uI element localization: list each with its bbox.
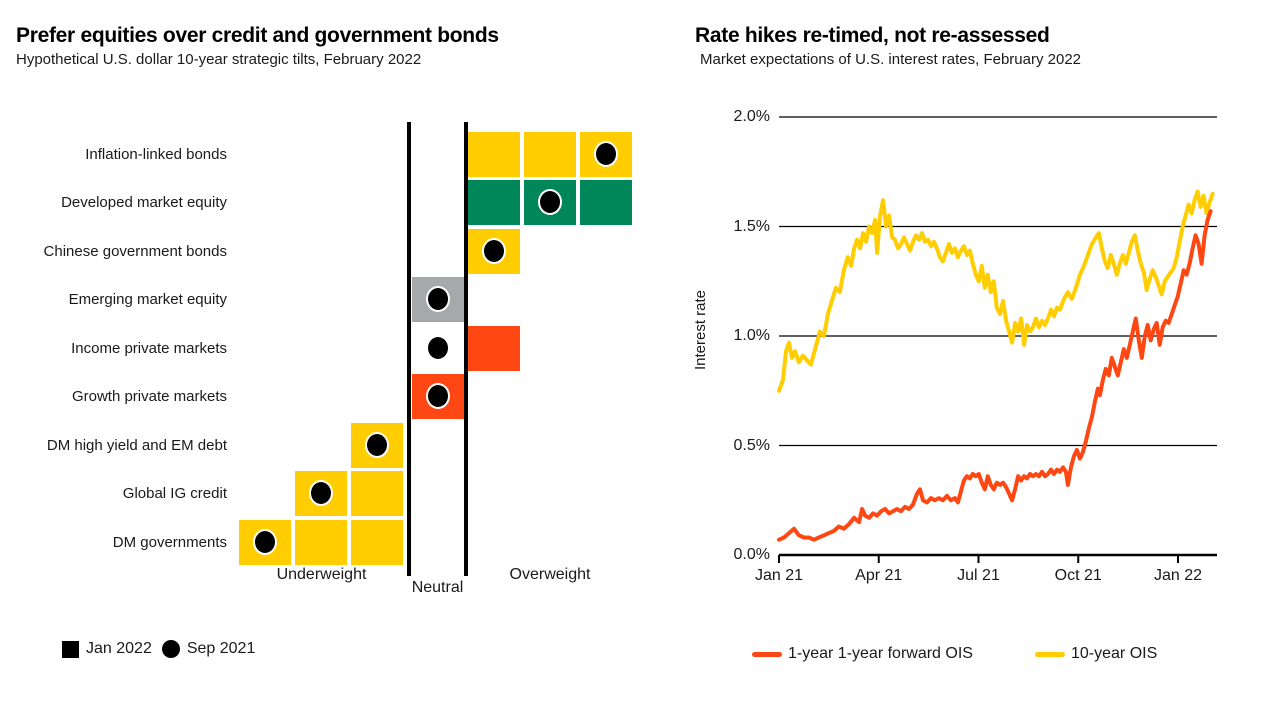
- yellow-line-swatch-icon: [1035, 651, 1065, 657]
- x-tick-label: Jan 21: [754, 567, 804, 584]
- legend-label-sep-2021: Sep 2021: [186, 640, 256, 657]
- x-tick-label: Oct 21: [1054, 567, 1102, 584]
- tilt-block-jan-2022: [351, 471, 403, 516]
- tilt-block-jan-2022: [468, 180, 520, 225]
- circle-marker-icon: [161, 640, 180, 658]
- tilt-dot-sep-2021: [427, 385, 448, 407]
- neutral-zone-left-line: [407, 122, 411, 576]
- x-tick-label: Jul 21: [957, 567, 1000, 584]
- tilt-block-jan-2022: [580, 180, 632, 225]
- tilt-dot-sep-2021: [427, 288, 448, 310]
- ois-chart-panel: Rate hikes re-timed, not re-assessed Mar…: [640, 0, 1280, 720]
- series-line: [777, 189, 1215, 393]
- underweight-zone-label: Underweight: [276, 566, 367, 583]
- legend-item-jan-2022: Jan 2022: [62, 640, 152, 658]
- legend-label-jan-2022: Jan 2022: [86, 640, 152, 657]
- tilt-row-label: DM high yield and EM debt: [46, 436, 227, 454]
- tilt-block-jan-2022: [468, 131, 520, 177]
- tilt-chart-legend: Jan 2022 Sep 2021: [62, 640, 255, 658]
- series-line: [777, 209, 1213, 542]
- legend-label-forward-ois: 1-year 1-year forward OIS: [788, 645, 973, 662]
- tilt-row-label: Income private markets: [71, 339, 227, 357]
- tilt-block-jan-2022: [351, 519, 403, 565]
- ois-chart-subtitle: Market expectations of U.S. interest rat…: [700, 51, 1082, 68]
- tilt-dot-sep-2021: [596, 142, 616, 165]
- tilt-dot-sep-2021: [311, 482, 331, 504]
- y-tick-label: 0.5%: [733, 436, 770, 454]
- tilt-dot-sep-2021: [367, 433, 387, 456]
- legend-label-10y-ois: 10-year OIS: [1071, 645, 1158, 662]
- tilt-chart-title: Prefer equities over credit and governme…: [16, 24, 499, 47]
- legend-item-10y-ois: 10-year OIS: [1035, 645, 1157, 663]
- tilt-chart-panel: Prefer equities over credit and governme…: [16, 24, 632, 658]
- tilt-dot-sep-2021: [427, 336, 448, 359]
- x-tick-label: Jan 22: [1153, 567, 1203, 584]
- legend-item-forward-ois: 1-year 1-year forward OIS: [752, 645, 973, 663]
- y-tick-label: 1.0%: [733, 327, 770, 344]
- tilt-dot-sep-2021: [540, 191, 560, 213]
- tilt-row-label: Inflation-linked bonds: [85, 145, 227, 163]
- neutral-zone-label: Neutral: [411, 579, 464, 596]
- tilt-dot-sep-2021: [255, 530, 275, 553]
- tilt-row-label: Developed market equity: [61, 194, 227, 211]
- ois-line-chart: [777, 116, 1217, 563]
- overweight-zone-label: Overweight: [509, 566, 591, 583]
- y-tick-label: 0.0%: [733, 546, 770, 563]
- tilt-row-label: Growth private markets: [71, 388, 227, 405]
- square-marker-icon: [62, 640, 79, 658]
- tilt-block-jan-2022: [524, 131, 576, 177]
- y-tick-label: 2.0%: [733, 108, 770, 125]
- tilt-block-jan-2022: [468, 325, 520, 371]
- y-tick-label: 1.5%: [733, 217, 770, 235]
- tilt-row-label: Chinese government bonds: [43, 242, 227, 260]
- legend-item-sep-2021: Sep 2021: [161, 640, 256, 658]
- tilt-chart-subtitle: Hypothetical U.S. dollar 10-year strateg…: [16, 51, 422, 68]
- tilt-row-label: Global IG credit: [122, 485, 227, 502]
- tilt-dot-sep-2021: [484, 239, 504, 262]
- red-line-swatch-icon: [752, 651, 782, 657]
- neutral-zone-right-line: [464, 122, 468, 576]
- tilt-block-jan-2022: [295, 519, 347, 565]
- x-tick-label: Apr 21: [855, 567, 903, 584]
- tilt-row-label: Emerging market equity: [68, 291, 227, 308]
- tilt-row-label: DM governments: [112, 533, 227, 551]
- ois-chart-title: Rate hikes re-timed, not re-assessed: [695, 24, 1050, 47]
- tilt-chart-plot-area: Inflation-linked bonds Developed market e…: [43, 131, 632, 565]
